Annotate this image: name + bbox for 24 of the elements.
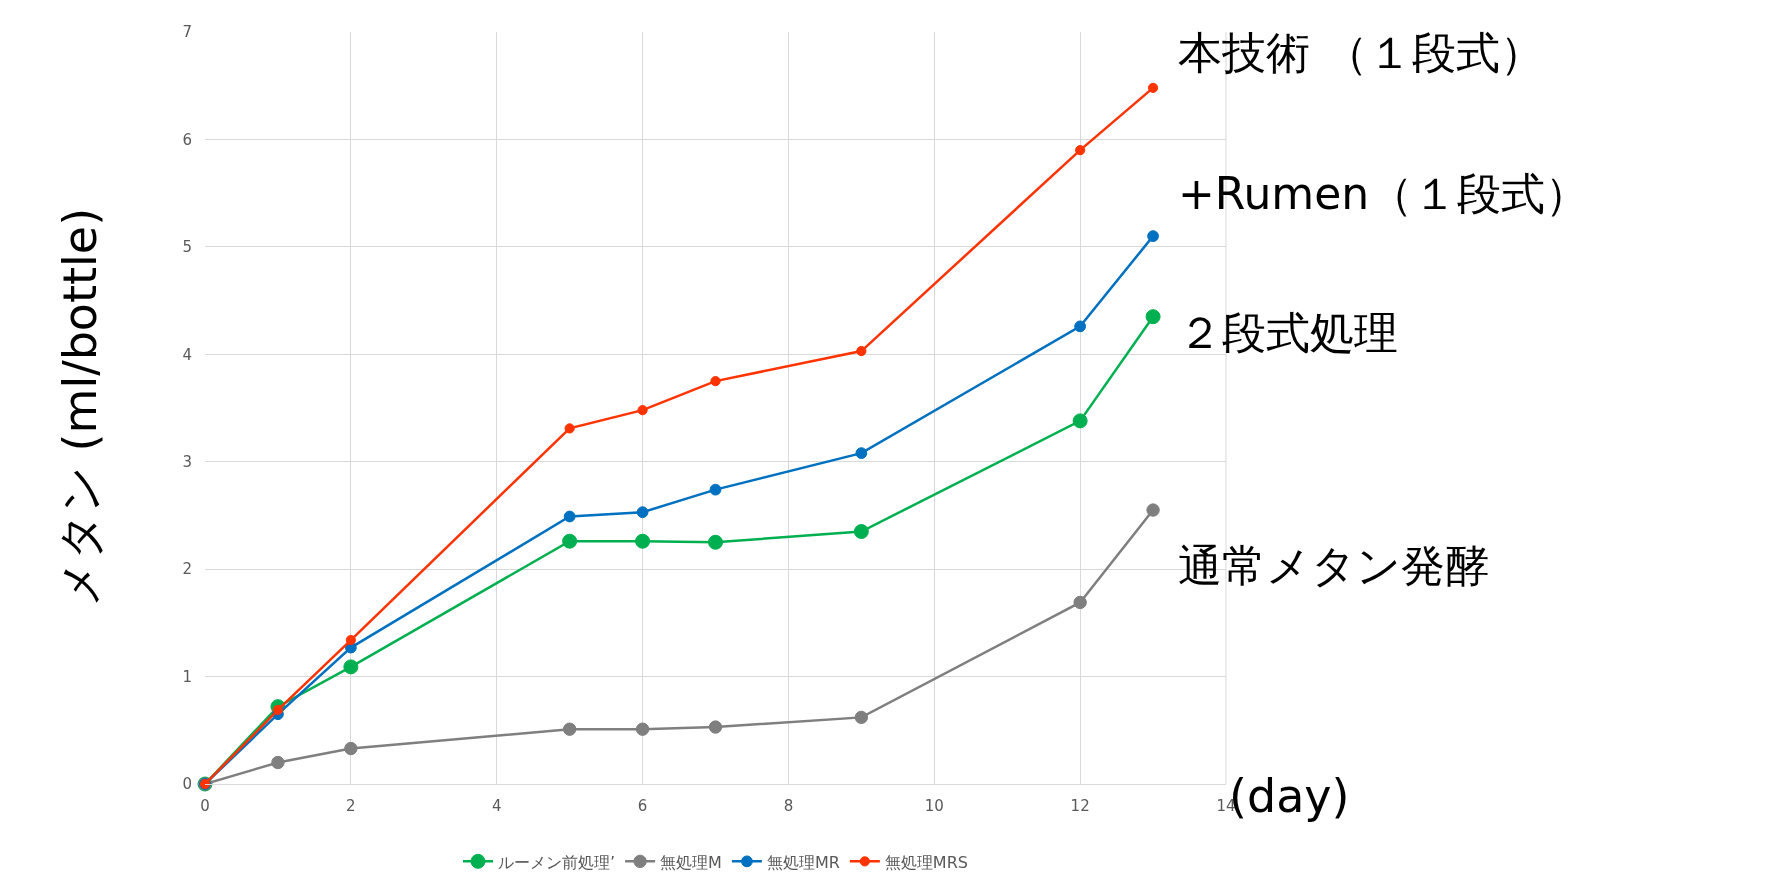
legend-label: 無処理MRS	[884, 852, 968, 872]
y-tick-label: 3	[182, 452, 192, 471]
annotation: 本技術 （１段式）	[1178, 27, 1544, 78]
legend-label: 無処理M	[660, 852, 722, 872]
legend-label: ルーメン前処理’	[498, 852, 616, 872]
annotation: ２段式処理	[1178, 307, 1398, 358]
x-tick-label: 10	[924, 797, 944, 815]
x-tick-label: 2	[346, 797, 356, 815]
legend-label: 無処理MR	[766, 852, 840, 872]
annotation: +Rumen（１段式）	[1178, 168, 1590, 219]
annotation: 通常メタン発酵	[1178, 540, 1489, 591]
y-tick-label: 1	[182, 667, 192, 686]
y-tick-label: 4	[182, 345, 192, 364]
y-tick-label: 0	[182, 775, 192, 794]
x-tick-label: 4	[491, 797, 502, 815]
y-tick-label: 7	[182, 23, 192, 42]
x-tick-label: 12	[1070, 797, 1090, 815]
x-tick-label: 0	[200, 797, 210, 815]
y-tick-label: 2	[182, 560, 192, 579]
y-tick-label: 6	[182, 130, 192, 149]
y-tick-label: 5	[182, 238, 192, 257]
x-tick-label: 8	[783, 797, 794, 815]
y-axis-title: メタン (ml/bottle)	[53, 207, 107, 607]
x-tick-label: 6	[637, 797, 648, 815]
